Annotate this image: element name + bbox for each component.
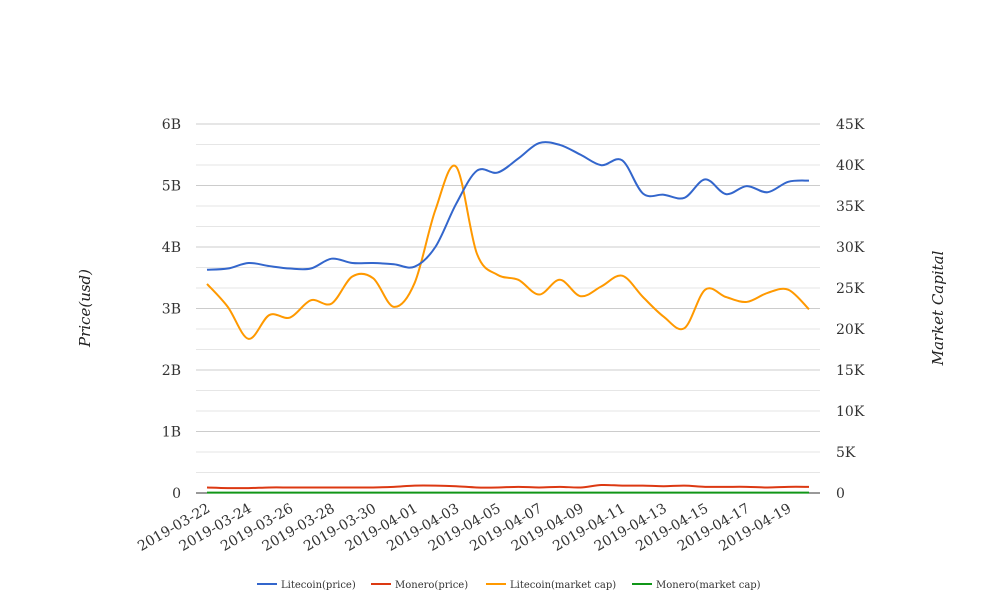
legend-label: Monero(market cap) [656, 580, 761, 591]
y-tick-label: 4B [162, 240, 181, 256]
y2-tick-label: 0 [836, 486, 845, 502]
y2-tick-label: 40K [836, 158, 865, 174]
y2-axis-title: Market Capital [929, 250, 947, 366]
series-line-litecoin-price [206, 141, 810, 271]
y-axis-title: Price(usd) [76, 269, 94, 348]
series-line-litecoin-market-cap [206, 164, 810, 340]
y2-tick-label: 10K [836, 404, 865, 420]
y2-tick-label: 35K [836, 199, 865, 215]
y-tick-label: 1B [162, 425, 181, 441]
legend-label: Monero(price) [395, 580, 468, 591]
series-line-monero-price [206, 483, 810, 490]
y2-tick-label: 30K [836, 240, 865, 256]
y-tick-label: 3B [162, 302, 181, 318]
y2-tick-label: 20K [836, 322, 865, 338]
legend-label: Litecoin(market cap) [510, 580, 616, 591]
y-tick-label: 2B [162, 363, 181, 379]
y-tick-label: 5B [162, 179, 181, 195]
y2-tick-label: 15K [836, 363, 865, 379]
y-tick-label: 0 [172, 486, 181, 502]
y2-tick-label: 45K [836, 117, 865, 133]
legend-label: Litecoin(price) [281, 580, 356, 591]
y2-tick-label: 25K [836, 281, 865, 297]
y-tick-label: 6B [162, 117, 181, 133]
y2-tick-label: 5K [836, 445, 856, 461]
